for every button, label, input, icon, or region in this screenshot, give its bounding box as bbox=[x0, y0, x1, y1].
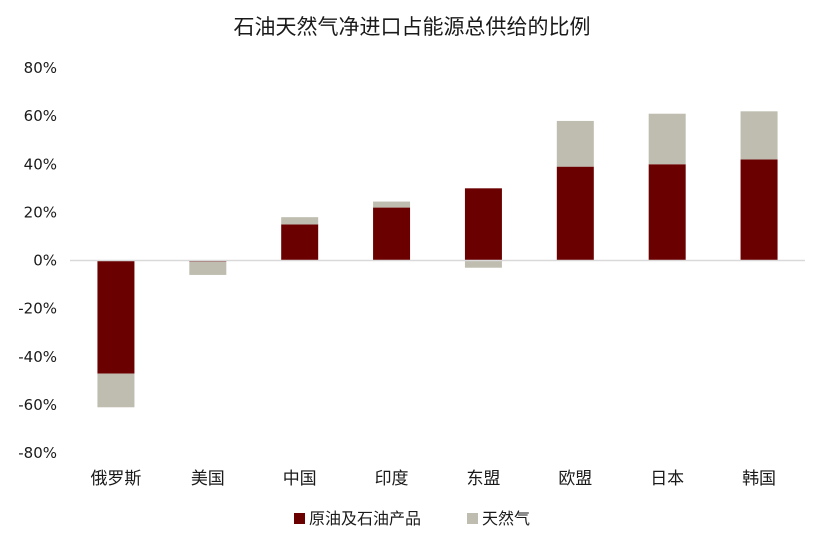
y-tick-label: 80% bbox=[24, 59, 57, 77]
bar-gas-6 bbox=[648, 113, 686, 165]
bar-gas-0 bbox=[97, 373, 135, 408]
bar-oil-6 bbox=[648, 164, 686, 261]
y-tick-label: 60% bbox=[24, 107, 57, 125]
bar-oil-0 bbox=[97, 260, 135, 374]
x-axis-labels: 俄罗斯 美国 中国 印度 东盟 欧盟 日本 韩国 bbox=[90, 469, 776, 489]
legend-swatch-gas bbox=[467, 513, 478, 524]
y-axis-ticks: 80% 60% 40% 20% 0% -20% -40% -60% -80% bbox=[18, 59, 57, 462]
y-tick-label: -20% bbox=[18, 300, 57, 318]
x-category-label: 中国 bbox=[283, 469, 317, 489]
bars bbox=[97, 111, 778, 408]
y-tick-label: 40% bbox=[24, 155, 57, 173]
legend: 原油及石油产品 天然气 bbox=[294, 509, 530, 528]
x-category-label: 韩国 bbox=[742, 469, 776, 489]
x-category-label: 印度 bbox=[375, 469, 409, 489]
legend-label-gas: 天然气 bbox=[482, 509, 530, 528]
x-category-label: 东盟 bbox=[466, 469, 500, 489]
bar-gas-7 bbox=[740, 111, 778, 160]
y-tick-label: -60% bbox=[18, 396, 57, 414]
y-tick-label: -40% bbox=[18, 348, 57, 366]
y-tick-label: 20% bbox=[24, 203, 57, 221]
y-tick-label: -80% bbox=[18, 444, 57, 462]
x-category-label: 美国 bbox=[191, 469, 225, 489]
bar-gas-2 bbox=[281, 217, 319, 225]
bar-gas-5 bbox=[556, 120, 594, 167]
y-tick-label: 0% bbox=[33, 252, 57, 270]
bar-gas-4 bbox=[464, 260, 502, 268]
legend-swatch-oil bbox=[294, 513, 305, 524]
bar-gas-1 bbox=[189, 261, 227, 275]
bar-oil-7 bbox=[740, 159, 778, 261]
bar-oil-4 bbox=[464, 188, 502, 261]
bar-gas-3 bbox=[373, 201, 411, 208]
x-category-label: 日本 bbox=[650, 469, 684, 489]
x-category-label: 俄罗斯 bbox=[90, 469, 141, 489]
chart-title: 石油天然气净进口占能源总供给的比例 bbox=[234, 15, 591, 39]
x-category-label: 欧盟 bbox=[558, 469, 592, 489]
legend-label-oil: 原油及石油产品 bbox=[309, 509, 421, 528]
bar-oil-5 bbox=[556, 166, 594, 261]
bar-oil-2 bbox=[281, 224, 319, 261]
bar-oil-3 bbox=[373, 207, 411, 261]
